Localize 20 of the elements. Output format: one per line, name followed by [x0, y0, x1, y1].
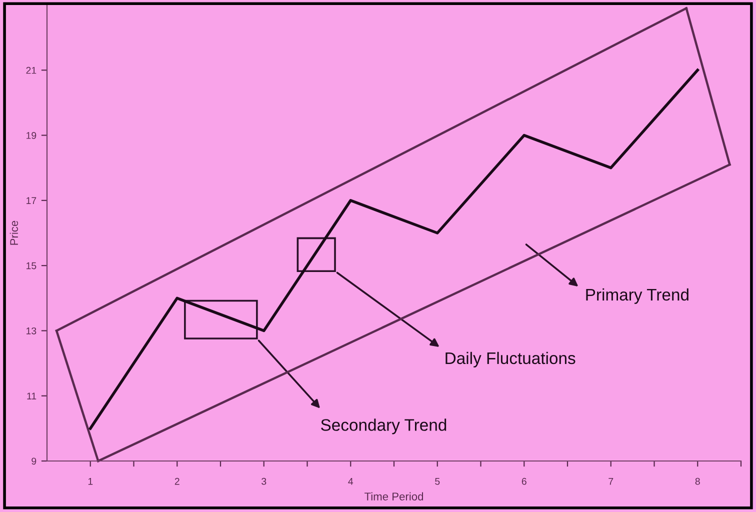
- y-axis-title: Price: [10, 220, 18, 245]
- y-tick-label: 11: [27, 392, 36, 400]
- annotation: Daily Fluctuations: [446, 352, 576, 368]
- x-axis-title: Time Period: [364, 492, 424, 500]
- y-tick-label: 9: [32, 458, 36, 465]
- y-tick-label: 21: [26, 66, 36, 74]
- x-tick-label: 1: [88, 478, 93, 485]
- annotation: Secondary Trend: [321, 418, 446, 434]
- y-tick-label: 17: [26, 197, 36, 204]
- y-tick-label: 13: [26, 327, 36, 334]
- x-tick-label: 4: [348, 478, 354, 485]
- x-tick-label: 8: [695, 478, 700, 485]
- x-tick-label: 5: [435, 478, 440, 485]
- x-tick-label: 3: [262, 478, 266, 485]
- x-tick-label: 2: [174, 478, 180, 485]
- annotation: Primary Trend: [586, 288, 688, 304]
- x-tick-label: 7: [608, 478, 614, 485]
- x-tick-label: 6: [522, 478, 526, 485]
- y-tick-label: 19: [26, 132, 36, 139]
- y-tick-label: 15: [26, 262, 36, 270]
